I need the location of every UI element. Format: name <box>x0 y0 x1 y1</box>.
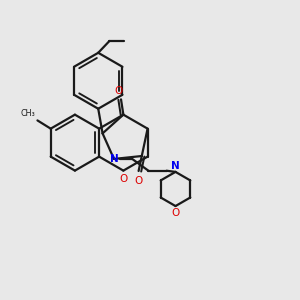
Text: O: O <box>134 176 143 186</box>
Text: O: O <box>171 208 180 218</box>
Text: CH₃: CH₃ <box>21 109 36 118</box>
Text: N: N <box>110 154 118 164</box>
Text: N: N <box>171 161 180 171</box>
Text: O: O <box>114 86 122 96</box>
Text: O: O <box>119 174 128 184</box>
